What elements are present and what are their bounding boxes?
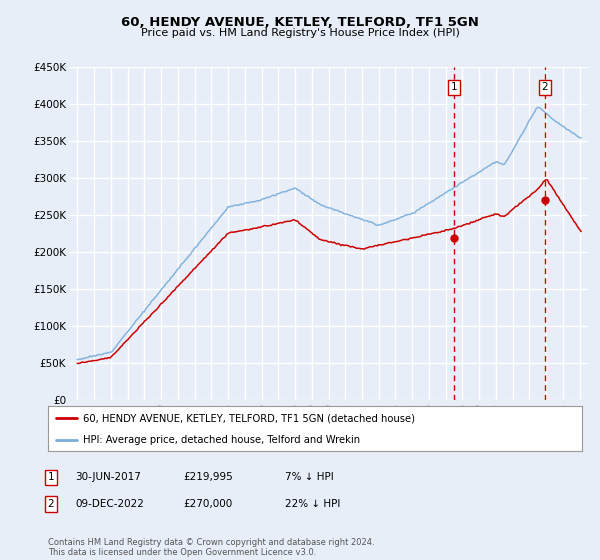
Text: 30-JUN-2017: 30-JUN-2017 (75, 472, 141, 482)
Text: Contains HM Land Registry data © Crown copyright and database right 2024.
This d: Contains HM Land Registry data © Crown c… (48, 538, 374, 557)
Text: 2: 2 (47, 499, 55, 509)
Text: 2: 2 (541, 82, 548, 92)
Text: 60, HENDY AVENUE, KETLEY, TELFORD, TF1 5GN: 60, HENDY AVENUE, KETLEY, TELFORD, TF1 5… (121, 16, 479, 29)
Text: Price paid vs. HM Land Registry's House Price Index (HPI): Price paid vs. HM Land Registry's House … (140, 28, 460, 38)
Text: 7% ↓ HPI: 7% ↓ HPI (285, 472, 334, 482)
Text: 1: 1 (47, 472, 55, 482)
Text: £219,995: £219,995 (183, 472, 233, 482)
Text: 09-DEC-2022: 09-DEC-2022 (75, 499, 144, 509)
Text: £270,000: £270,000 (183, 499, 232, 509)
Text: 1: 1 (451, 82, 457, 92)
Text: HPI: Average price, detached house, Telford and Wrekin: HPI: Average price, detached house, Telf… (83, 435, 360, 445)
Text: 22% ↓ HPI: 22% ↓ HPI (285, 499, 340, 509)
Text: 60, HENDY AVENUE, KETLEY, TELFORD, TF1 5GN (detached house): 60, HENDY AVENUE, KETLEY, TELFORD, TF1 5… (83, 413, 415, 423)
